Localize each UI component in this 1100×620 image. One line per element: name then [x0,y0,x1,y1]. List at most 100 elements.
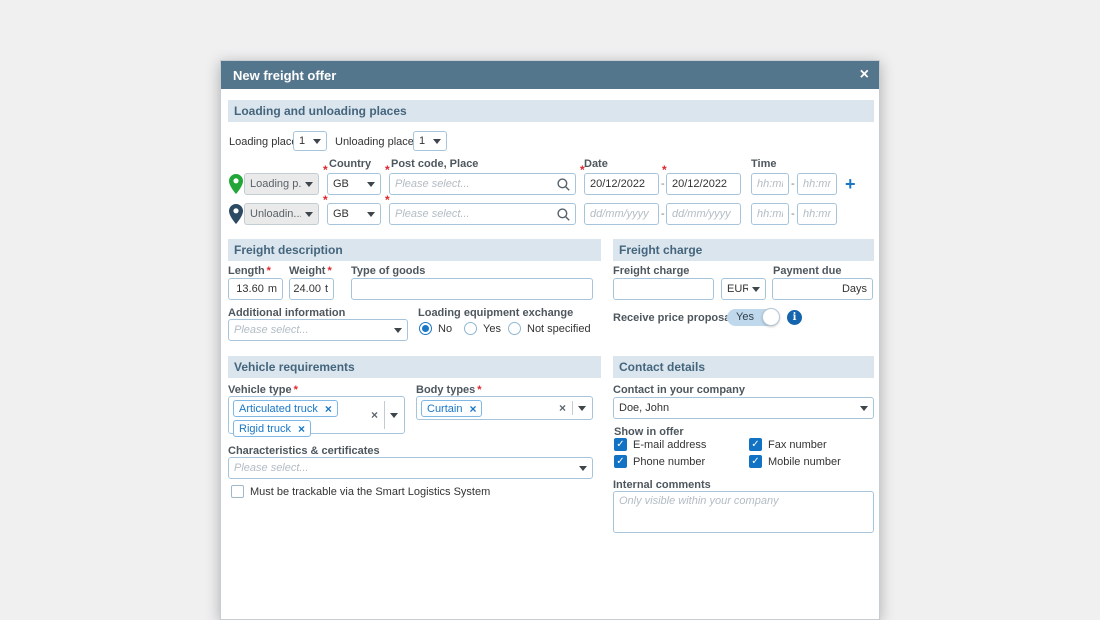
show-phone-checkbox[interactable]: ✓ Phone number [614,455,705,468]
additional-information-select[interactable]: Please select... [228,319,408,341]
checkbox-unchecked-icon [231,485,244,498]
place-type-select-unloading[interactable]: Unloadin... [244,203,319,225]
show-fax-checkbox[interactable]: ✓ Fax number [749,438,827,451]
required-marker: * [323,163,328,177]
dialog-titlebar: New freight offer × [221,61,879,89]
chevron-down-icon [752,286,760,292]
payment-due-label: Payment due [773,265,842,277]
equipment-radio-no[interactable]: No [419,322,452,335]
page-background: { "colors": { "titlebar": "#54768d", "se… [220,60,880,620]
radio-icon [508,322,521,335]
equipment-radio-not-specified[interactable]: Not specified [508,322,591,335]
remove-tag-icon[interactable]: × [469,401,477,416]
section-header-places: Loading and unloading places [228,100,874,122]
trackable-checkbox[interactable]: Must be trackable via the Smart Logistic… [231,485,490,498]
time-to-input-unloading[interactable] [797,203,837,225]
required-marker: * [580,163,585,177]
checkbox-checked-icon: ✓ [614,455,627,468]
length-label: Length * [228,265,271,277]
column-post-code-place: Post code, Place [391,158,479,170]
remove-tag-icon[interactable]: × [297,421,305,436]
new-freight-offer-dialog: New freight offer × Loading and unloadin… [220,60,880,620]
required-marker: * [662,163,667,177]
show-mobile-checkbox[interactable]: ✓ Mobile number [749,455,841,468]
search-icon[interactable] [557,177,570,191]
unloading-place-count-select[interactable]: 1 [413,131,447,151]
chevron-down-icon [305,181,313,187]
equipment-radio-yes[interactable]: Yes [464,322,501,335]
chevron-down-icon [579,465,587,471]
weight-label: Weight * [289,265,332,277]
radio-icon [464,322,477,335]
freight-charge-input[interactable] [613,278,714,300]
country-select-loading[interactable]: GB [327,173,381,195]
country-select-unloading[interactable]: GB [327,203,381,225]
divider [572,401,573,415]
postcode-place-field-unloading [389,203,576,225]
remove-tag-icon[interactable]: × [324,401,332,416]
checkbox-checked-icon: ✓ [749,438,762,451]
contact-company-select[interactable]: Doe, John [613,397,874,419]
date-from-input-loading[interactable] [584,173,659,195]
column-date: Date [584,158,608,170]
time-range-dash: - [791,208,795,220]
postcode-place-input[interactable] [390,178,557,190]
body-types-label: Body types * [416,384,482,396]
chevron-down-icon [305,211,313,217]
required-marker: * [323,193,328,207]
search-icon[interactable] [557,207,570,221]
required-marker: * [385,193,390,207]
loading-place-count-select[interactable]: 1 [293,131,327,151]
tag-curtain[interactable]: Curtain × [421,400,483,417]
vehicle-type-multiselect[interactable]: Articulated truck × Rigid truck × × [228,396,405,437]
chevron-down-icon [367,211,375,217]
date-to-input-unloading[interactable] [666,203,741,225]
length-field[interactable]: 13.60 m [228,278,283,300]
clear-all-icon[interactable]: × [558,401,566,415]
section-header-freight-charge: Freight charge [613,239,874,261]
show-email-checkbox[interactable]: ✓ E-mail address [614,438,706,451]
date-range-dash: - [661,178,665,190]
close-icon[interactable]: × [859,66,869,83]
time-from-input-unloading[interactable] [751,203,789,225]
characteristics-select[interactable]: Please select... [228,457,593,479]
time-to-input-loading[interactable] [797,173,837,195]
internal-comments-label: Internal comments [613,479,711,491]
dialog-title: New freight offer [233,67,337,83]
checkbox-checked-icon: ✓ [749,455,762,468]
internal-comments-textarea[interactable] [613,491,874,533]
chevron-down-icon[interactable] [390,413,398,418]
payment-due-field[interactable]: Days [772,278,873,300]
vehicle-type-label: Vehicle type * [228,384,298,396]
show-in-offer-label: Show in offer [614,426,684,438]
tag-articulated-truck[interactable]: Articulated truck × [233,400,338,417]
tag-rigid-truck[interactable]: Rigid truck × [233,420,311,437]
date-from-input-unloading[interactable] [584,203,659,225]
info-icon[interactable]: i [787,310,802,325]
characteristics-label: Characteristics & certificates [228,445,380,457]
section-header-freight-description: Freight description [228,239,601,261]
date-to-input-loading[interactable] [666,173,741,195]
required-marker: * [385,163,390,177]
length-value: 13.60 [236,283,264,295]
postcode-place-input[interactable] [390,208,557,220]
time-from-input-loading[interactable] [751,173,789,195]
price-proposals-toggle[interactable]: Yes [727,308,780,326]
type-of-goods-input[interactable] [351,278,593,300]
add-place-button[interactable]: + [845,174,856,194]
checkbox-checked-icon: ✓ [614,438,627,451]
chevron-down-icon[interactable] [578,406,586,411]
time-range-dash: - [791,178,795,190]
freight-charge-label: Freight charge [613,265,690,277]
body-types-multiselect[interactable]: Curtain × × [416,396,593,420]
weight-field[interactable]: 24.00 t [289,278,334,300]
currency-select[interactable]: EUR [721,278,766,300]
additional-information-label: Additional information [228,307,346,319]
unloading-pin-icon [229,204,243,224]
loading-pin-icon [229,174,243,194]
date-range-dash: - [661,208,665,220]
place-type-select-loading[interactable]: Loading p... [244,173,319,195]
type-of-goods-label: Type of goods [351,265,426,277]
clear-all-icon[interactable]: × [370,408,378,422]
section-header-contact-details: Contact details [613,356,874,378]
